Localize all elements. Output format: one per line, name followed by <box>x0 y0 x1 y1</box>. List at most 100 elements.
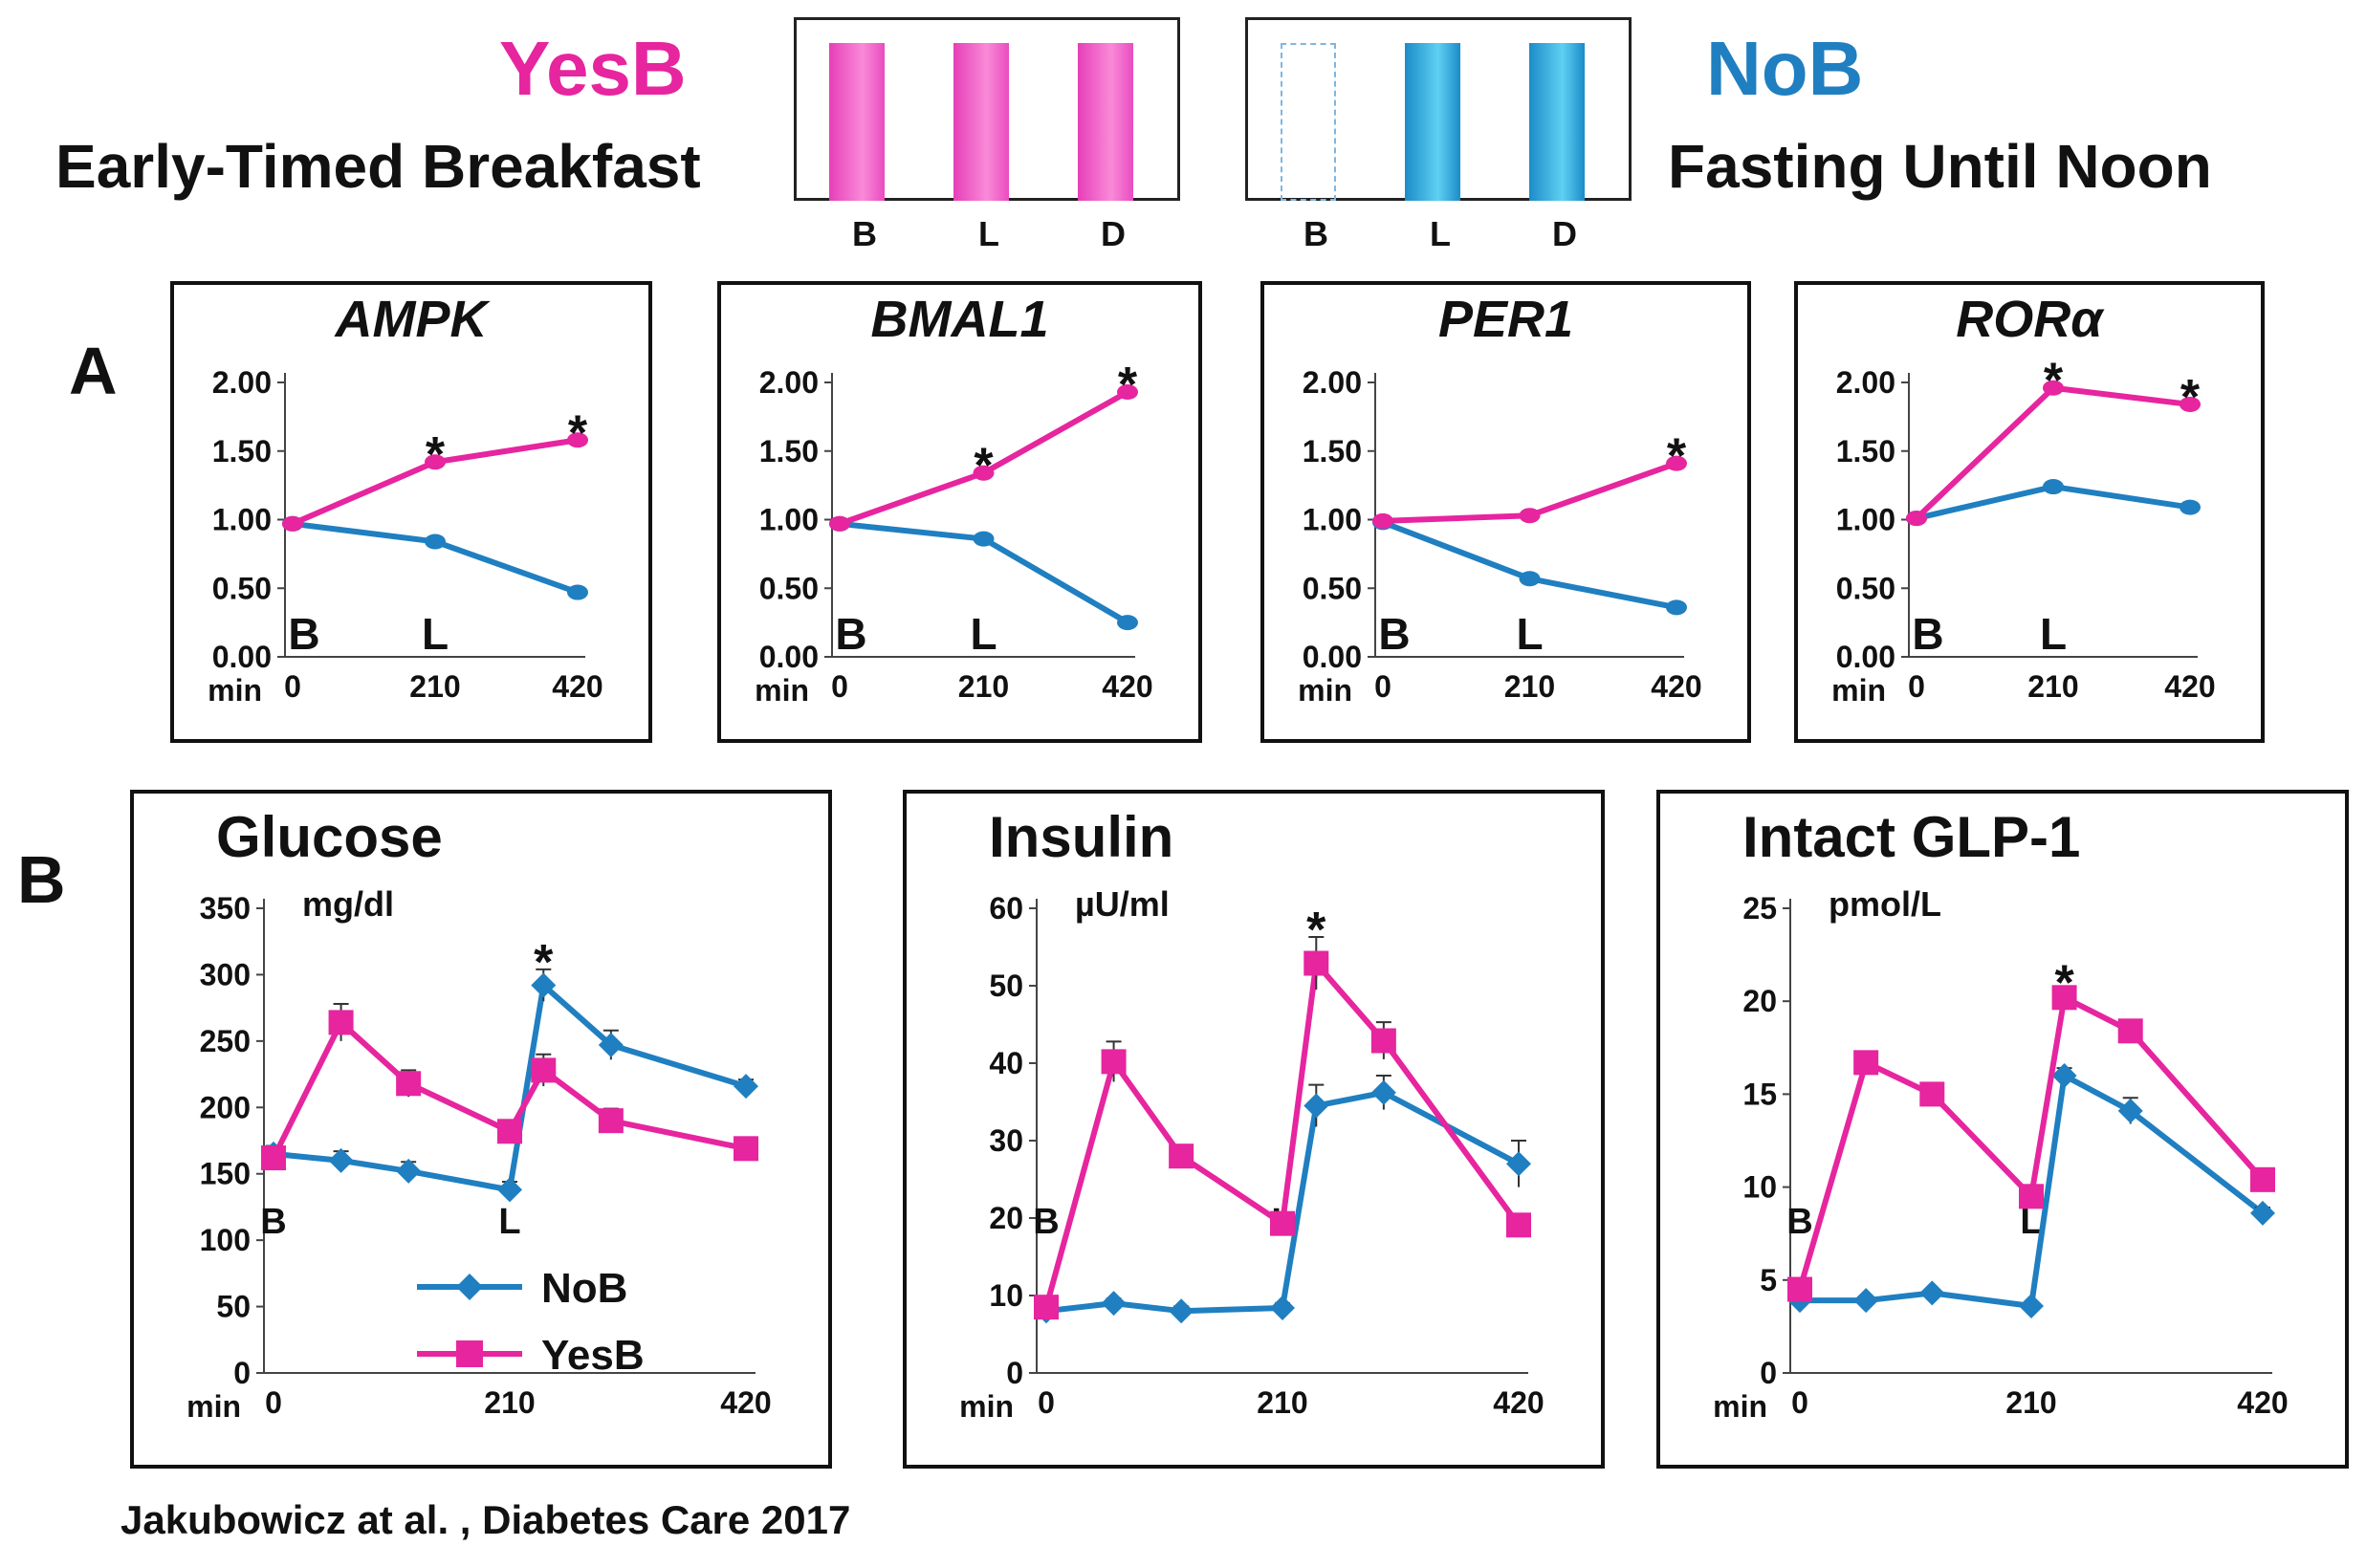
chart-frame <box>1656 790 2349 1469</box>
data-point-yesb <box>2051 985 2077 1011</box>
x-tick-label: 210 <box>2027 669 2078 704</box>
legend-marker-nob <box>456 1274 483 1300</box>
data-point-nob <box>2019 1294 2044 1319</box>
y-tick-label: 1.00 <box>212 503 272 537</box>
data-point-yesb <box>1034 1295 1059 1320</box>
series-line-yesb <box>1043 960 1522 1308</box>
y-tick-label: 0.50 <box>1836 571 1895 605</box>
nob-meal-schedule <box>1245 17 1632 201</box>
data-point-nob <box>1270 1295 1295 1320</box>
significance-star: * <box>974 439 994 494</box>
y-tick-label: 0.50 <box>212 571 272 605</box>
y-tick-label: 0.00 <box>1836 640 1895 674</box>
y-tick-label: 0.50 <box>759 571 819 605</box>
nob-legend-subtitle: Fasting Until Noon <box>1668 132 2212 201</box>
chart-frame <box>1260 281 1751 743</box>
chart-title: RORα <box>1956 291 2105 348</box>
data-point-nob <box>2250 1200 2275 1226</box>
y-tick-label: 50 <box>216 1290 251 1324</box>
data-point-nob <box>328 1147 354 1173</box>
data-point-yesb <box>1666 455 1687 471</box>
data-point-yesb <box>1519 508 1541 524</box>
panel-a-label: A <box>69 334 118 408</box>
data-point-nob <box>2180 499 2201 515</box>
data-point-nob <box>598 1033 624 1058</box>
data-point-nob <box>1506 1151 1531 1177</box>
data-point-yesb <box>1169 1143 1194 1169</box>
yesb-lunch-bar <box>953 43 1009 201</box>
rora-chart: RORα 0.00 0.50 1.00 1.50 2.00 0 210 420 min B L * * <box>1794 281 2265 743</box>
y-tick-label: 150 <box>200 1157 251 1191</box>
y-tick-label: 0.50 <box>1303 571 1362 605</box>
x-axis-label: min <box>959 1389 1014 1424</box>
x-tick-label: 420 <box>1651 669 1701 704</box>
y-tick-label: 2.00 <box>212 365 272 400</box>
data-point-yesb <box>2117 1018 2143 1044</box>
y-tick-label: 0 <box>1006 1356 1023 1390</box>
y-tick-label: 1.00 <box>1303 503 1362 537</box>
x-tick-label: 210 <box>484 1385 535 1420</box>
meal-marker-l: L <box>2040 609 2067 659</box>
chart-frame <box>903 790 1605 1469</box>
meal-marker-l: L <box>970 609 997 659</box>
citation: Jakubowicz at al. , Diabetes Care 2017 <box>120 1497 851 1542</box>
y-tick-label: 1.00 <box>1836 503 1895 537</box>
x-tick-label: 420 <box>1493 1385 1544 1420</box>
meal-marker-b: B <box>1033 1202 1059 1242</box>
nob-dinner-bar <box>1529 43 1585 201</box>
y-tick-label: 1.50 <box>1303 434 1362 468</box>
significance-star: * <box>2054 956 2074 1012</box>
series-line-yesb <box>1797 994 2266 1291</box>
data-point-yesb <box>829 515 850 532</box>
data-point-nob <box>425 534 446 550</box>
y-tick-label: 300 <box>200 957 251 991</box>
data-point-nob <box>567 584 588 600</box>
data-point-yesb <box>282 515 303 532</box>
legend-marker-yesb <box>456 1340 483 1367</box>
significance-star: * <box>2044 354 2064 409</box>
chart-frame <box>1794 281 2265 743</box>
y-tick-label: 0.00 <box>759 640 819 674</box>
y-tick-label: 20 <box>989 1201 1023 1235</box>
x-axis-label: min <box>755 673 809 708</box>
chart-title: AMPK <box>334 291 492 348</box>
yesb-breakfast-bar <box>829 43 885 201</box>
data-point-yesb <box>328 1010 354 1035</box>
significance-star: * <box>426 427 446 483</box>
nob-meal-label-l: L <box>1430 214 1451 253</box>
y-tick-label: 1.50 <box>212 434 272 468</box>
y-tick-label: 0 <box>233 1356 251 1390</box>
y-tick-label: 1.50 <box>759 434 819 468</box>
data-point-nob <box>2117 1098 2143 1123</box>
meal-marker-b: B <box>260 1202 286 1242</box>
nob-skipped-breakfast-bar <box>1281 43 1336 201</box>
data-point-nob <box>1101 1291 1127 1317</box>
glp1-chart: Intact GLP-1 pmol/L 0 5 10 15 20 25 0 210 420 min B L… <box>1656 790 2349 1469</box>
x-tick-label: 0 <box>265 1385 282 1420</box>
x-tick-label: 210 <box>2005 1385 2056 1420</box>
data-point-yesb <box>2250 1166 2275 1192</box>
data-point-nob <box>1117 615 1138 631</box>
significance-star: * <box>1118 358 1138 413</box>
chart-title: Glucose <box>216 805 443 869</box>
per1-chart: PER1 0.00 0.50 1.00 1.50 2.00 0 210 420 min B L * <box>1260 281 1751 743</box>
data-point-yesb <box>1787 1276 1812 1302</box>
y-tick-label: 2.00 <box>1303 365 1362 400</box>
significance-star: * <box>2180 370 2201 425</box>
ampk-chart: AMPK 0.00 0.50 1.00 1.50 2.00 0 210 420 min B L * * <box>170 281 652 743</box>
meal-marker-b: B <box>1786 1202 1812 1242</box>
x-tick-label: 210 <box>958 669 1009 704</box>
data-point-nob <box>396 1158 422 1184</box>
y-tick-label: 0.00 <box>1303 640 1362 674</box>
chart-title: BMAL1 <box>871 291 1049 348</box>
y-tick-label: 1.00 <box>759 503 819 537</box>
y-tick-label: 15 <box>1742 1077 1777 1111</box>
data-point-nob <box>1919 1280 1945 1306</box>
data-point-yesb <box>497 1119 522 1144</box>
y-tick-label: 30 <box>989 1123 1023 1158</box>
significance-star: * <box>568 405 588 461</box>
x-tick-label: 420 <box>2237 1385 2288 1420</box>
data-point-yesb <box>1906 511 1927 527</box>
chart-unit-label: mg/dl <box>302 884 394 924</box>
